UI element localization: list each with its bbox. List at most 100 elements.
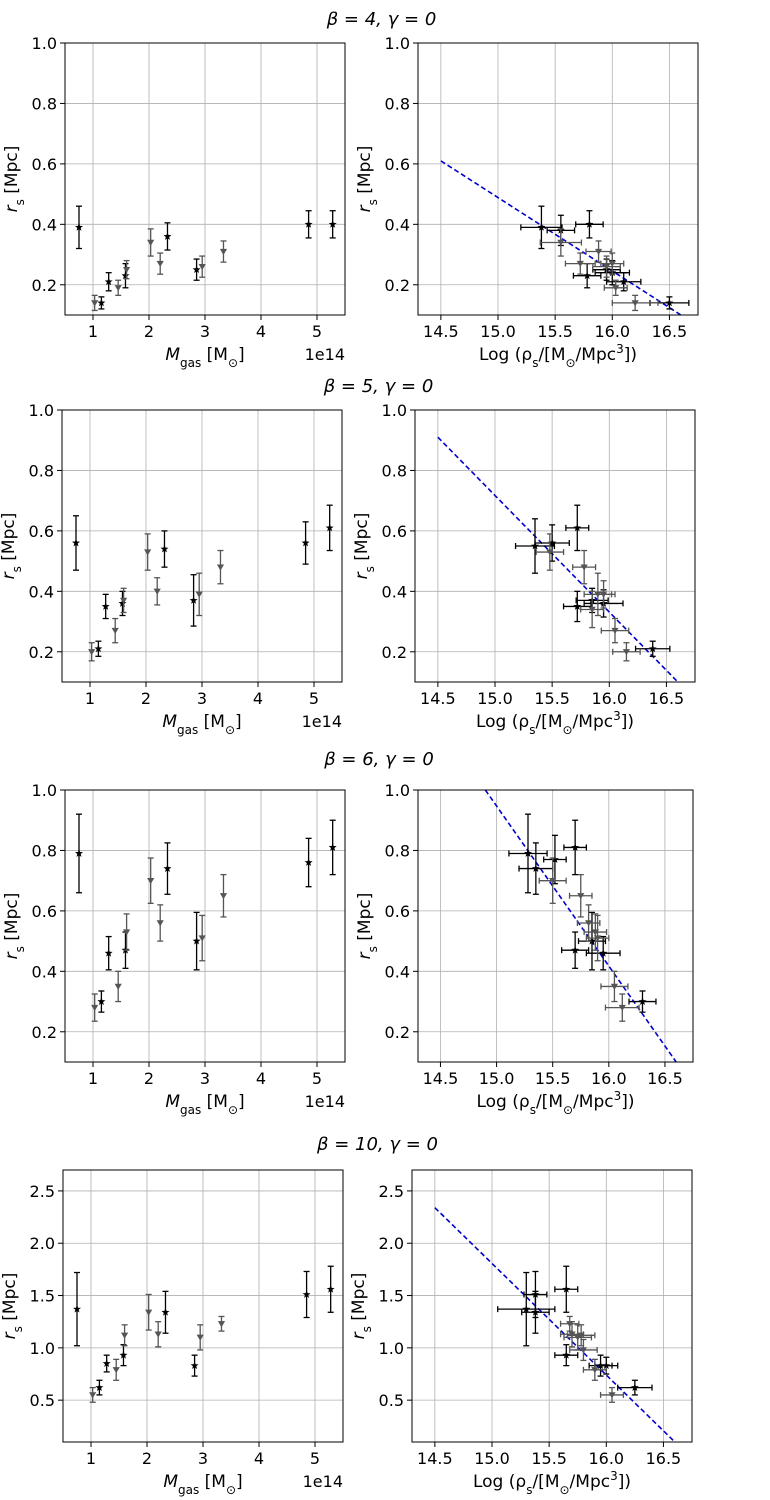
x-tick-label: 5 — [312, 1069, 322, 1088]
triangle-marker — [154, 1331, 162, 1338]
star-marker — [104, 277, 113, 286]
row-title-gamma: γ = 0 — [389, 1134, 438, 1155]
star-marker — [531, 1308, 540, 1316]
plot-frame — [62, 1169, 344, 1443]
mass-panel: 1 2 3 4 5 0.2 0.4 0.6 0.8 1.0 Mgas [M⊙] rs [Mpc] 1e1… — [2, 781, 346, 1117]
x-tick-label: 14.5 — [420, 689, 456, 708]
x-axis-label: Log (ρs/[M⊙/Mpc3]) — [479, 342, 637, 370]
y-tick-label: 0.2 — [29, 643, 54, 662]
x-tick-label: 4 — [253, 689, 263, 708]
y-tick-label: 1.0 — [32, 34, 57, 53]
y-axis-label: rs [Mpc] — [2, 893, 27, 960]
triangle-marker — [602, 263, 611, 271]
y-tick-label: 0.6 — [385, 902, 410, 921]
y-tick-label: 0.8 — [29, 461, 54, 480]
x-tick-label: 14.5 — [423, 1069, 459, 1088]
triangle-marker — [568, 1331, 576, 1338]
triangle-marker — [219, 893, 228, 900]
x-tick-label: 1 — [85, 689, 95, 708]
x-tick-label: 15.5 — [534, 689, 570, 708]
triangle-marker — [608, 1392, 616, 1399]
row-title: β = 6, γ = 0 — [323, 749, 434, 770]
star-marker — [192, 936, 201, 945]
y-tick-label: 0.6 — [32, 155, 57, 174]
row-title-beta: β = 5, — [323, 376, 379, 397]
triangle-marker — [88, 649, 96, 656]
x-tick-label: 3 — [197, 689, 207, 708]
x-tick-label: 16.0 — [591, 1069, 627, 1088]
triangle-marker — [594, 248, 603, 255]
star-marker — [665, 298, 674, 307]
star-marker — [121, 271, 130, 280]
x-tick-label: 2 — [142, 1449, 152, 1468]
star-marker — [72, 538, 80, 547]
triangle-marker — [599, 591, 608, 598]
star-marker — [118, 599, 127, 607]
row-title-beta: β = 10, — [316, 1134, 384, 1155]
triangle-marker — [195, 591, 203, 598]
x-tick-label: 16.5 — [649, 689, 685, 708]
triangle-marker — [618, 1004, 626, 1012]
sci-offset-label: 1e14 — [302, 712, 342, 731]
plot-frame — [411, 1169, 693, 1443]
triangle-marker — [580, 564, 588, 571]
triangle-marker — [608, 260, 616, 268]
triangle-marker — [111, 627, 119, 635]
x-tick-label: 15.5 — [537, 322, 573, 341]
star-marker — [97, 997, 106, 1005]
x-tick-label: 15.0 — [479, 1069, 515, 1088]
y-tick-label: 1.0 — [29, 401, 54, 420]
y-axis-label: rs [Mpc] — [355, 146, 380, 213]
y-tick-label: 1.0 — [385, 781, 410, 800]
x-tick-label: 3 — [200, 1069, 210, 1088]
triangle-marker — [622, 649, 631, 656]
triangle-marker — [114, 983, 122, 990]
plot-frame — [64, 42, 346, 316]
star-marker — [328, 843, 337, 851]
y-tick-label: 1.0 — [30, 1339, 55, 1358]
density-panel: 14.5 15.0 15.5 16.0 16.5 0.2 0.4 0.6 0.8 1.0 Log (… — [355, 781, 694, 1117]
star-marker — [562, 1285, 571, 1293]
star-marker — [573, 602, 582, 610]
triangle-marker — [123, 266, 131, 274]
y-tick-label: 1.0 — [32, 781, 57, 800]
star-marker — [326, 1285, 335, 1293]
y-tick-label: 0.6 — [32, 902, 57, 921]
triangle-marker — [114, 285, 122, 292]
y-axis-label: rs [Mpc] — [2, 146, 27, 213]
row-title-gamma: γ = 0 — [385, 376, 434, 397]
star-marker — [630, 1383, 639, 1391]
y-tick-label: 0.8 — [385, 841, 410, 860]
triangle-marker — [631, 300, 639, 307]
x-tick-label: 1 — [88, 322, 98, 341]
triangle-marker — [147, 877, 155, 885]
triangle-marker — [123, 929, 131, 936]
y-tick-label: 2.0 — [30, 1234, 55, 1253]
triangle-marker — [219, 248, 228, 255]
triangle-marker — [153, 588, 161, 595]
star-marker — [602, 1361, 611, 1370]
star-marker — [537, 223, 546, 231]
star-marker — [119, 1350, 128, 1359]
star-marker — [94, 644, 103, 653]
star-marker — [163, 232, 172, 240]
y-tick-label: 0.5 — [379, 1391, 404, 1410]
plot-frame — [414, 409, 696, 683]
plot-frame — [64, 789, 346, 1063]
sci-offset-label: 1e14 — [305, 1092, 345, 1111]
y-tick-label: 2.5 — [379, 1182, 404, 1201]
x-tick-label: 16.5 — [646, 1449, 682, 1468]
triangle-marker — [574, 1334, 582, 1341]
star-marker — [302, 1290, 311, 1298]
y-tick-label: 0.4 — [385, 215, 410, 234]
x-tick-label: 15.5 — [535, 1069, 571, 1088]
triangle-marker — [576, 260, 584, 268]
star-marker — [102, 1359, 111, 1367]
y-tick-label: 0.8 — [385, 94, 410, 113]
x-axis-label: Log (ρs/[M⊙/Mpc3]) — [473, 1469, 631, 1497]
x-tick-label: 15.0 — [480, 322, 516, 341]
y-axis-label: rs [Mpc] — [349, 1273, 374, 1340]
y-tick-label: 2.0 — [379, 1234, 404, 1253]
x-axis-label: Mgas [M⊙] — [165, 345, 244, 370]
